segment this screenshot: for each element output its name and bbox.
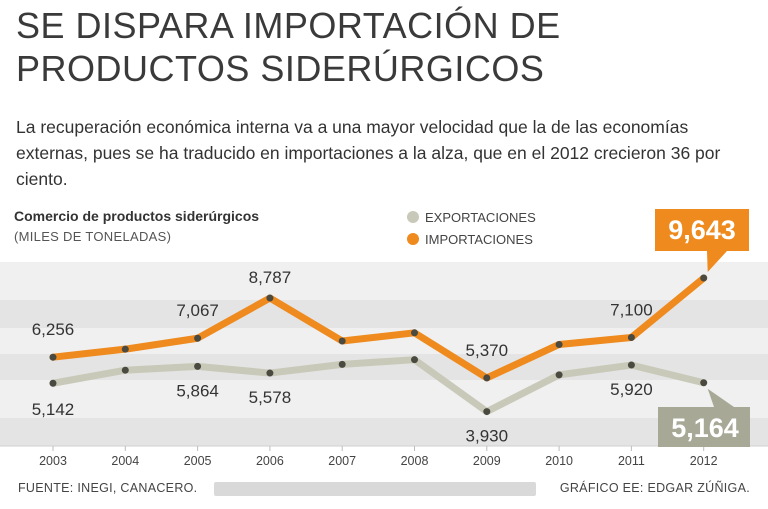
callout-value: 5,164	[671, 413, 739, 443]
data-label-importaciones: 7,100	[610, 300, 653, 319]
data-point-importaciones	[194, 334, 202, 342]
data-point-importaciones	[411, 329, 418, 337]
legend-label-importaciones: IMPORTACIONES	[425, 232, 533, 247]
data-label-exportaciones: 5,864	[176, 381, 219, 400]
data-point-exportaciones	[411, 356, 418, 364]
x-tick-label: 2006	[256, 454, 284, 468]
series-line-importaciones	[49, 274, 708, 382]
series-line-exportaciones	[49, 356, 708, 416]
data-label-exportaciones: 5,578	[249, 388, 292, 407]
x-tick-label: 2008	[401, 454, 429, 468]
background-band	[0, 300, 768, 328]
legend-label-exportaciones: EXPORTACIONES	[425, 210, 536, 225]
data-label-importaciones: 5,370	[466, 341, 509, 360]
data-point-importaciones	[483, 374, 491, 382]
chart-title: Comercio de productos siderúrgicos	[14, 208, 260, 224]
x-tick-label: 2011	[618, 454, 645, 468]
headline-line-2: PRODUCTOS SIDERÚRGICOS	[16, 48, 545, 89]
callout-box	[658, 407, 750, 447]
data-label-importaciones: 7,067	[176, 301, 219, 320]
data-point-importaciones	[266, 294, 274, 302]
redacted-bar	[214, 482, 536, 496]
data-point-exportaciones	[266, 369, 274, 377]
data-point-exportaciones	[700, 379, 708, 387]
data-point-exportaciones	[555, 371, 563, 379]
data-label-importaciones: 6,256	[32, 320, 75, 339]
data-label-importaciones: 8,787	[249, 268, 292, 287]
callout-pointer	[707, 388, 734, 407]
data-point-importaciones	[700, 274, 708, 282]
data-point-exportaciones	[483, 408, 491, 416]
x-tick-label: 2007	[328, 454, 356, 468]
callout-value: 9,643	[668, 215, 736, 245]
data-label-exportaciones: 5,920	[610, 380, 653, 399]
legend: EXPORTACIONES IMPORTACIONES	[407, 210, 536, 247]
data-label-exportaciones: 3,930	[466, 427, 509, 446]
data-point-exportaciones	[338, 360, 346, 368]
x-tick-label: 2004	[111, 454, 139, 468]
data-point-importaciones	[627, 333, 635, 341]
x-tick-label: 2005	[184, 454, 212, 468]
x-tick-label: 2003	[39, 454, 67, 468]
credit-note: GRÁFICO EE: EDGAR ZÚÑIGA.	[559, 481, 750, 495]
legend-marker-exportaciones	[407, 211, 419, 223]
callout-box	[655, 209, 749, 251]
data-point-importaciones	[121, 345, 129, 353]
data-label-exportaciones: 5,142	[32, 400, 75, 419]
x-tick-label: 2009	[473, 454, 501, 468]
deck-text: La recuperación económica interna va a u…	[16, 117, 721, 189]
legend-marker-importaciones	[407, 233, 419, 245]
headline-line-1: SE DISPARA IMPORTACIÓN DE	[16, 5, 561, 46]
chart-unit: (MILES DE TONELADAS)	[14, 229, 172, 244]
source-note: FUENTE: INEGI, CANACERO.	[18, 481, 198, 495]
data-point-importaciones	[555, 340, 563, 348]
background-band	[0, 262, 768, 300]
callout-importaciones: 9,643	[655, 209, 749, 273]
callout-pointer	[707, 251, 727, 273]
data-point-importaciones	[338, 337, 346, 345]
x-tick-label: 2012	[690, 454, 718, 468]
data-point-exportaciones	[49, 379, 57, 387]
background-band	[0, 380, 768, 418]
data-point-exportaciones	[121, 366, 129, 374]
headline: SE DISPARA IMPORTACIÓN DE PRODUCTOS SIDE…	[16, 4, 756, 90]
data-point-exportaciones	[194, 362, 202, 370]
data-point-importaciones	[49, 353, 57, 361]
callout-exportaciones: 5,164	[658, 388, 750, 447]
data-point-exportaciones	[627, 361, 635, 369]
background-band	[0, 418, 768, 446]
x-tick-label: 2010	[545, 454, 573, 468]
